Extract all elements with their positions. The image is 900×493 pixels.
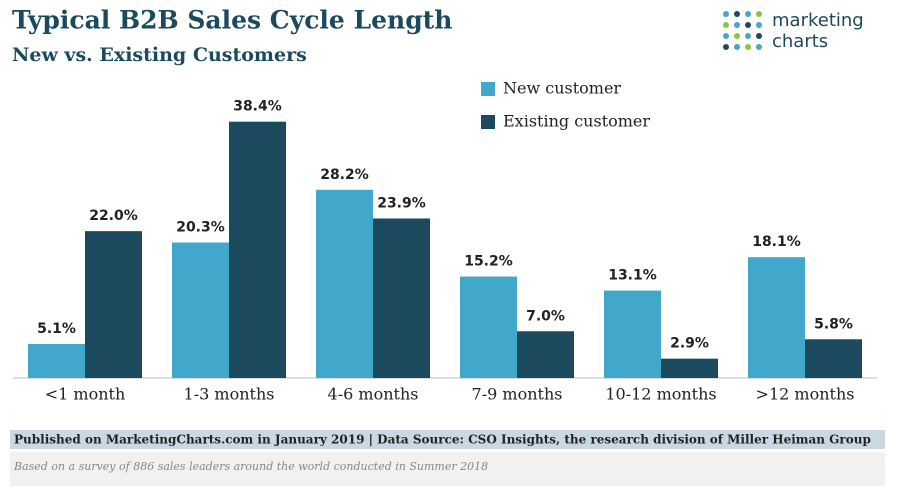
note-band — [10, 452, 885, 486]
bar — [460, 276, 517, 378]
data-label: 5.1% — [37, 321, 76, 337]
x-tick-label: 4-6 months — [328, 385, 419, 404]
x-tick-label: <1 month — [45, 385, 126, 404]
bar — [661, 358, 718, 378]
x-tick-label: 1-3 months — [184, 385, 275, 404]
source-band — [10, 430, 885, 449]
bar — [28, 343, 85, 378]
logo-dots — [723, 11, 762, 50]
chart-title: Typical B2B Sales Cycle Length — [12, 6, 452, 35]
data-label: 28.2% — [320, 167, 369, 183]
legend-label: Existing customer — [503, 112, 650, 131]
logo-text: charts — [772, 31, 828, 52]
data-label: 5.8% — [814, 316, 853, 332]
bar — [373, 218, 430, 378]
note: Based on a survey of 886 sales leaders a… — [13, 460, 488, 473]
legend-swatch — [481, 115, 495, 129]
source: Published on MarketingCharts.com in Janu… — [14, 433, 871, 447]
data-label: 15.2% — [464, 254, 513, 270]
legend-label: New customer — [503, 79, 621, 98]
bar — [604, 290, 661, 378]
bar — [172, 242, 229, 378]
data-label: 2.9% — [670, 336, 709, 352]
data-label: 13.1% — [608, 268, 657, 284]
data-label: 20.3% — [176, 219, 225, 235]
bar — [748, 257, 805, 378]
bar — [316, 189, 373, 378]
data-label: 38.4% — [233, 99, 282, 115]
data-label: 18.1% — [752, 234, 801, 250]
legend-swatch — [481, 82, 495, 96]
data-label: 7.0% — [526, 308, 565, 324]
bar — [805, 339, 862, 378]
data-label: 23.9% — [377, 195, 426, 211]
data-label: 22.0% — [89, 208, 138, 224]
bar — [85, 231, 142, 378]
x-tick-label: 10-12 months — [605, 385, 716, 404]
logo-text: marketing — [772, 10, 864, 31]
chart-subtitle: New vs. Existing Customers — [12, 44, 307, 66]
bar — [517, 331, 574, 378]
x-tick-label: >12 months — [756, 385, 855, 404]
bar — [229, 121, 286, 379]
x-tick-label: 7-9 months — [472, 385, 563, 404]
